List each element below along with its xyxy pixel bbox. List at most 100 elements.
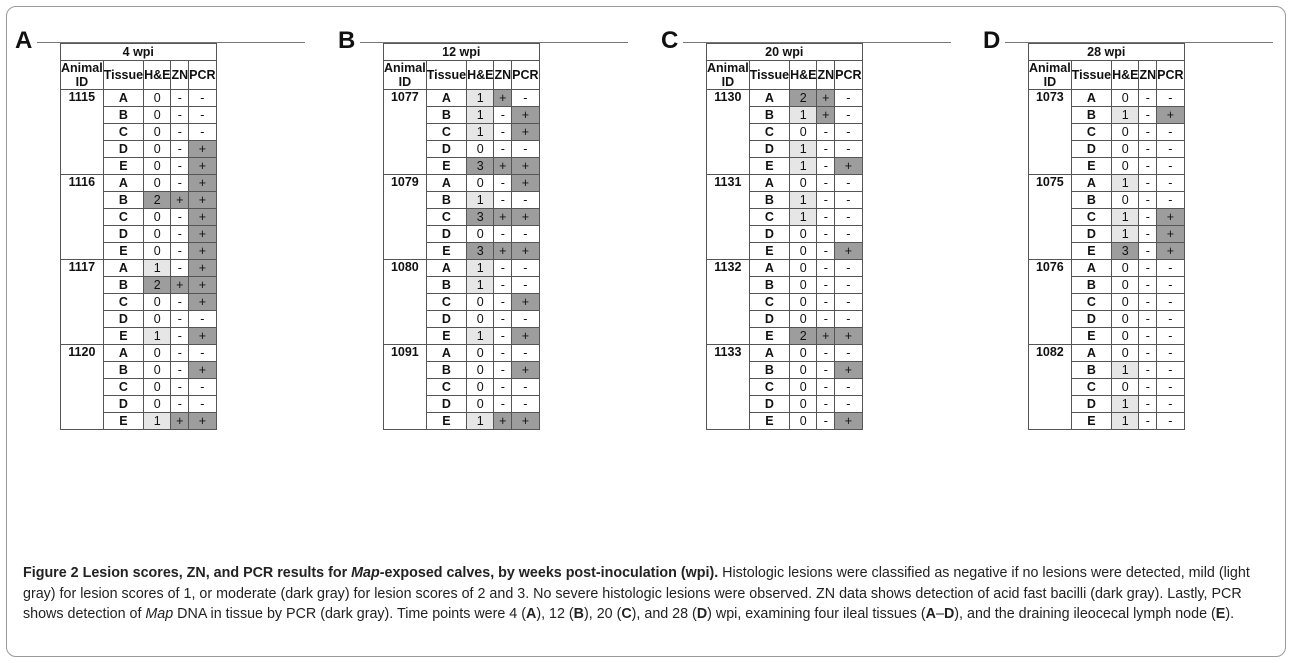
panel-rule: [37, 42, 305, 43]
zn-result-cell: -: [816, 191, 836, 209]
he-score-cell: 0: [466, 378, 495, 396]
table-row: E 3 + +: [384, 157, 540, 175]
zn-result-cell: +: [170, 191, 190, 209]
tissue-cell: D: [102, 310, 145, 328]
zn-result-cell: -: [816, 344, 836, 362]
tissue-cell: C: [425, 208, 468, 226]
caption-text: ) wpi, examining four ileal tissues (: [707, 606, 926, 622]
pcr-result-cell: -: [188, 89, 217, 107]
table-row: 1131 A 0- -: [706, 174, 863, 260]
zn-result-cell: -: [816, 225, 836, 243]
pcr-result-cell: +: [511, 293, 540, 311]
table-row: B 0- +: [61, 361, 217, 379]
he-score-cell: 0: [789, 378, 818, 396]
results-table: 12 wpi Animal ID Tissue H&E ZN PCR 1077 A 1 + - B 1-…: [383, 43, 540, 430]
pcr-result-cell: -: [188, 123, 217, 141]
pcr-result-cell: +: [188, 191, 217, 209]
he-score-cell: 2: [143, 276, 172, 294]
panel-letter: C: [661, 27, 679, 54]
zn-result-cell: -: [493, 225, 513, 243]
tissue-cell: E: [1070, 412, 1113, 430]
he-score-cell: 1: [1111, 208, 1140, 226]
caption-text: ), 20 (: [583, 606, 622, 622]
caption-text: –: [936, 606, 944, 622]
tissue-cell: C: [1070, 208, 1113, 226]
animal-id-cell: 1115: [60, 89, 104, 175]
pcr-result-cell: +: [511, 412, 540, 430]
pcr-result-cell: +: [1156, 208, 1185, 226]
he-score-cell: 0: [143, 140, 172, 158]
table-row: D 0- +: [61, 225, 217, 243]
animal-id-cell: 1117: [60, 259, 104, 345]
zn-result-cell: -: [1138, 259, 1158, 277]
zn-result-cell: -: [170, 157, 190, 175]
he-score-cell: 0: [789, 174, 818, 192]
tissue-cell: A: [1070, 174, 1113, 192]
zn-result-cell: +: [493, 208, 513, 226]
animal-id-cell: 1082: [1028, 344, 1072, 430]
table-row: C 0- +: [384, 293, 540, 311]
pcr-result-cell: -: [834, 208, 863, 226]
pcr-result-cell: -: [511, 344, 540, 362]
pcr-header: PCR: [1156, 60, 1185, 90]
zn-result-cell: -: [1138, 106, 1158, 124]
pcr-result-cell: +: [188, 276, 217, 294]
zn-result-cell: -: [170, 395, 190, 413]
results-table: 28 wpi Animal ID Tissue H&E ZN PCR 1073 A 0- - B 1-…: [1028, 43, 1185, 430]
tissue-cell: C: [748, 123, 791, 141]
he-score-cell: 1: [1111, 174, 1140, 192]
table-row: 1117 A 1- +: [60, 259, 217, 345]
zn-result-cell: +: [493, 157, 513, 175]
tissue-cell: D: [425, 225, 468, 243]
tissue-cell: B: [102, 361, 145, 379]
table-row: 1091 A 0- -: [383, 344, 540, 430]
zn-result-cell: -: [816, 123, 836, 141]
animal-id-cell: 1091: [383, 344, 427, 430]
he-score-cell: 1: [789, 157, 818, 175]
zn-result-cell: -: [170, 174, 190, 192]
table-row: 1120 A 0- -: [60, 344, 217, 430]
zn-result-cell: -: [493, 310, 513, 328]
zn-result-cell: -: [1138, 327, 1158, 345]
zn-result-cell: +: [493, 412, 513, 430]
table-row: E 0- +: [707, 412, 863, 430]
he-score-cell: 1: [789, 191, 818, 209]
table-row: B 0- +: [384, 361, 540, 379]
zn-result-cell: -: [1138, 174, 1158, 192]
caption-text: DNA in tissue by PCR (dark gray). Time p…: [173, 606, 526, 622]
zn-result-cell: +: [493, 242, 513, 260]
tissue-cell: C: [748, 378, 791, 396]
pcr-result-cell: +: [188, 208, 217, 226]
zn-result-cell: -: [1138, 276, 1158, 294]
table-row: B 1- +: [384, 106, 540, 124]
tissue-cell: B: [102, 191, 145, 209]
tissue-cell: A: [1070, 259, 1113, 277]
pcr-result-cell: +: [511, 106, 540, 124]
pcr-result-cell: -: [834, 276, 863, 294]
timepoint-title: 28 wpi: [1028, 43, 1185, 61]
zn-result-cell: -: [816, 276, 836, 294]
he-score-cell: 3: [466, 242, 495, 260]
he-score-cell: 0: [143, 310, 172, 328]
animal-id-header: Animal ID: [706, 60, 750, 90]
he-score-cell: 0: [1111, 293, 1140, 311]
table-row: E 3- +: [1029, 242, 1185, 260]
pcr-result-cell: -: [834, 293, 863, 311]
animal-id-cell: 1075: [1028, 174, 1072, 260]
pcr-result-cell: +: [834, 242, 863, 260]
he-score-cell: 0: [143, 157, 172, 175]
animal-id-cell: 1130: [706, 89, 750, 175]
tissue-cell: E: [425, 327, 468, 345]
zn-result-cell: -: [493, 344, 513, 362]
tissue-cell: B: [748, 191, 791, 209]
zn-result-cell: +: [493, 89, 513, 107]
caption-text: ), 12 (: [536, 606, 574, 622]
tissue-cell: E: [1070, 327, 1113, 345]
pcr-result-cell: +: [188, 174, 217, 192]
